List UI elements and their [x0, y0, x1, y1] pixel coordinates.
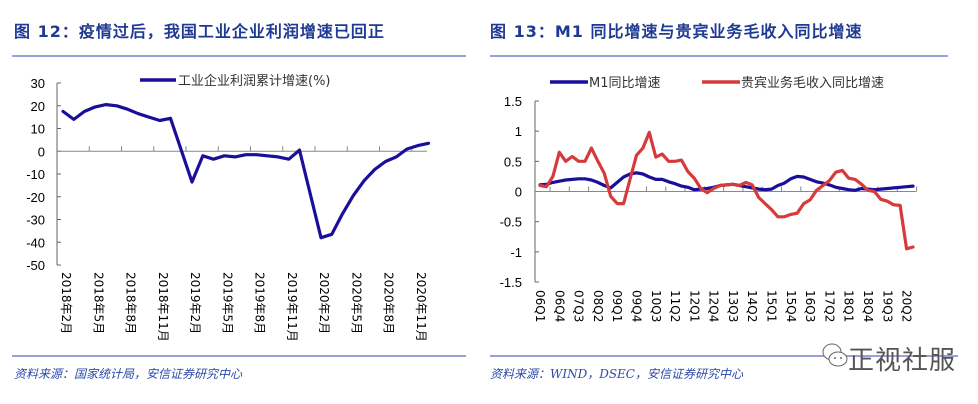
- left-source-rule: [12, 355, 466, 357]
- right-x-tick-label: 11Q2: [668, 290, 682, 322]
- right-x-tick-label: 10Q3: [649, 290, 663, 322]
- left-x-tick-label: 2020年8月: [382, 272, 396, 334]
- left-source-note: 资料来源：国家统计局，安信证券研究中心: [14, 367, 243, 381]
- right-source-rule: [490, 355, 958, 357]
- left-x-tick-label: 2020年5月: [349, 272, 363, 334]
- left-x-tick-label: 2019年5月: [220, 272, 234, 334]
- right-legend-label-vip: 贵宾业务毛收入同比增速: [741, 75, 884, 91]
- left-y-tick-label: -10: [26, 167, 45, 182]
- left-x-tick-label: 2020年2月: [317, 272, 331, 334]
- right-x-tick-label: 17Q2: [822, 290, 836, 322]
- right-x-tick-label: 19Q3: [880, 290, 894, 322]
- left-y-tick-label: 10: [31, 122, 45, 137]
- left-series-line: [61, 103, 431, 240]
- right-x-tick-label: 13Q3: [726, 290, 740, 322]
- wechat-icon: [822, 343, 848, 367]
- right-x-tick-label: 15Q1: [765, 290, 779, 322]
- right-x-tick-label: 06Q1: [533, 290, 547, 322]
- right-source-note: 资料来源：WIND，DSEC，安信证券研究中心: [490, 367, 743, 381]
- right-x-tick-label: 06Q4: [552, 290, 566, 322]
- left-y-tick-label: -50: [26, 258, 45, 273]
- left-y-tick-label: 30: [31, 76, 45, 91]
- right-y-tick-label: 0: [515, 185, 522, 200]
- left-y-tick-label: -20: [26, 190, 45, 205]
- left-x-tick-label: 2018年8月: [124, 272, 138, 334]
- left-chart-title: 图 12：疫情过后，我国工业企业利润增速已回正: [14, 22, 385, 41]
- right-x-tick-label: 16Q3: [803, 290, 817, 322]
- left-x-tick-label: 2019年8月: [253, 272, 267, 334]
- right-y-tick-label: -1.5: [500, 275, 522, 290]
- left-x-tick-label: 2019年2月: [188, 272, 202, 334]
- right-x-tick-label: 07Q3: [572, 290, 586, 322]
- left-x-tick-label: 2018年11月: [156, 272, 170, 342]
- right-x-tick-label: 20Q2: [900, 290, 914, 322]
- right-chart-title: 图 13：M1 同比增速与贵宾业务毛收入同比增速: [490, 22, 863, 41]
- left-y-tick-label: 20: [31, 99, 45, 114]
- left-x-tick-label: 2020年11月: [414, 272, 428, 342]
- right-y-tick-label: 1.5: [504, 94, 522, 109]
- right-legend-label-m1: M1同比增速: [589, 76, 661, 91]
- right-x-tick-label: 08Q2: [591, 290, 605, 322]
- right-x-tick-label: 09Q1: [610, 290, 624, 322]
- left-title-rule: [12, 55, 466, 57]
- right-x-tick-label: 12Q1: [687, 290, 701, 322]
- left-x-tick-label: 2019年11月: [285, 272, 299, 342]
- right-title-rule: [490, 55, 948, 57]
- watermark-text: 正视社服: [848, 346, 957, 376]
- left-legend-label: 工业企业利润累计增速(%): [178, 73, 331, 89]
- right-x-tick-label: 18Q1: [842, 290, 856, 322]
- right-x-tick-label: 09Q4: [629, 290, 643, 322]
- left-x-tick-label: 2018年2月: [59, 272, 73, 334]
- right-x-tick-label: 18Q4: [861, 290, 875, 322]
- left-x-tick-label: 2018年5月: [91, 272, 105, 334]
- right-x-tick-label: 14Q2: [745, 290, 759, 322]
- right-x-tick-label: 15Q4: [784, 290, 798, 322]
- right-y-tick-label: -0.5: [500, 215, 522, 230]
- right-x-tick-label: 12Q4: [707, 290, 721, 322]
- right-y-tick-label: 1: [515, 124, 522, 139]
- right-y-tick-label: 0.5: [504, 154, 522, 169]
- right-series-vip-line: [538, 130, 915, 251]
- right-y-tick-label: -1: [510, 245, 522, 260]
- left-y-tick-label: -30: [26, 213, 45, 228]
- left-y-tick-label: 0: [38, 144, 45, 159]
- left-y-tick-label: -40: [26, 235, 45, 250]
